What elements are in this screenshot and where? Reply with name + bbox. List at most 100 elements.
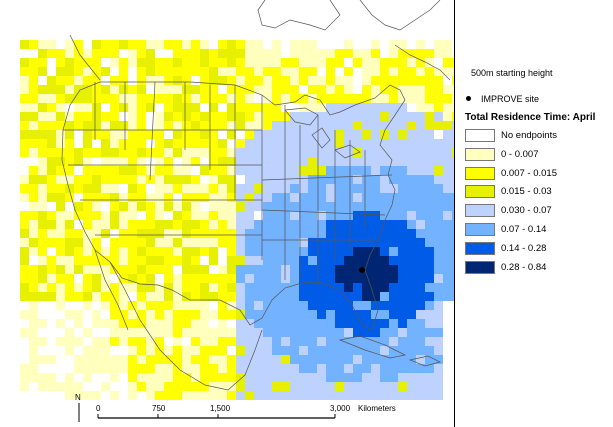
grid-cell [164,184,173,193]
grid-cell [452,229,454,238]
grid-cell [191,319,200,328]
grid-cell [389,364,398,373]
grid-cell [110,364,119,373]
grid-cell [308,292,317,301]
grid-cell [272,319,281,328]
grid-cell [74,67,83,76]
grid-cell [299,166,308,175]
grid-cell [362,301,371,310]
grid-cell [443,211,452,220]
grid-cell [353,121,362,130]
grid-cell [425,112,434,121]
grid-cell [281,238,290,247]
grid-cell [38,373,47,382]
grid-cell [83,256,92,265]
grid-cell [92,103,101,112]
grid-cell [326,346,335,355]
grid-cell [353,103,362,112]
grid-cell [443,184,452,193]
grid-cell [443,148,452,157]
grid-cell [389,328,398,337]
state-line [284,105,366,285]
grid-cell [371,94,380,103]
grid-cell [137,319,146,328]
grid-cell [200,166,209,175]
grid-cell [416,184,425,193]
grid-cell [254,40,263,49]
grid-cell [263,211,272,220]
grid-cell [218,67,227,76]
grid-cell [56,148,65,157]
grid-cell [299,220,308,229]
grid-cell [263,247,272,256]
grid-cell [353,328,362,337]
grid-cell [335,247,344,256]
grid-cell [119,337,128,346]
grid-cell [173,274,182,283]
grid-cell [209,391,218,400]
grid-cell [416,94,425,103]
grid-cell [416,247,425,256]
grid-cell [407,85,416,94]
grid-cell [281,373,290,382]
grid-cell [65,148,74,157]
grid-cell [281,121,290,130]
grid-cell [281,58,290,67]
grid-cell [191,94,200,103]
grid-cell [191,148,200,157]
grid-cell [110,121,119,130]
grid-cell [335,265,344,274]
grid-cell [380,346,389,355]
grid-cell [56,76,65,85]
grid-cell [380,112,389,121]
grid-cell [335,382,344,391]
grid-cell [182,247,191,256]
grid-cell [389,265,398,274]
grid-cell [47,148,56,157]
grid-cell [245,220,254,229]
grid-cell [425,103,434,112]
grid-cell [398,238,407,247]
grid-cell [38,355,47,364]
grid-cell [65,94,74,103]
grid-cell [281,157,290,166]
grid-cell [173,247,182,256]
grid-cell [443,220,452,229]
grid-cell [362,391,371,400]
grid-cell [47,373,56,382]
grid-cell [209,49,218,58]
grid-cell [281,274,290,283]
grid-cell [380,256,389,265]
grid-cell [245,391,254,400]
grid-cell [227,265,236,274]
grid-cell [398,319,407,328]
grid-cell [254,76,263,85]
grid-cell [20,373,29,382]
grid-cell [83,166,92,175]
grid-cell [20,229,29,238]
grid-cell [218,40,227,49]
grid-cell [362,85,371,94]
grid-cell [434,283,443,292]
grid-cell [389,157,398,166]
grid-cell [452,220,454,229]
hispaniola-outline [408,355,441,367]
grid-cell [164,85,173,94]
grid-cell [443,157,452,166]
grid-cell [425,292,434,301]
grid-cell [263,337,272,346]
grid-cell [272,139,281,148]
grid-cell [65,193,74,202]
grid-cell [317,283,326,292]
grid-cell [380,103,389,112]
grid-cell [209,337,218,346]
grid-cell [308,310,317,319]
grid-cell [119,328,128,337]
grid-cell [407,382,416,391]
grid-cell [416,391,425,400]
grid-cell [380,283,389,292]
grid-cell [74,256,83,265]
grid-cell [263,319,272,328]
grid-cell [218,355,227,364]
grid-cell [263,148,272,157]
